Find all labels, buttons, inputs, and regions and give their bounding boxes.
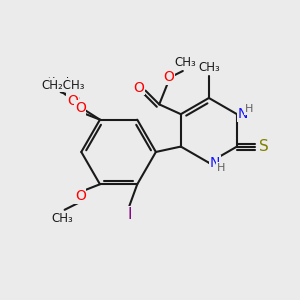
Text: O: O xyxy=(164,70,175,84)
Text: O: O xyxy=(67,94,78,108)
Text: I: I xyxy=(127,207,132,222)
Text: N: N xyxy=(238,107,248,121)
Text: O: O xyxy=(75,101,86,115)
Text: H: H xyxy=(217,163,225,173)
Text: CH₃: CH₃ xyxy=(198,61,220,74)
Text: N: N xyxy=(210,156,220,170)
Text: CH₃: CH₃ xyxy=(174,56,196,69)
Text: O: O xyxy=(75,189,86,203)
Text: S: S xyxy=(259,139,268,154)
Text: O: O xyxy=(133,81,144,95)
Text: CH₃: CH₃ xyxy=(52,212,74,225)
Text: H: H xyxy=(244,104,253,114)
Text: ethyl: ethyl xyxy=(42,77,70,87)
Text: CH₂CH₃: CH₂CH₃ xyxy=(41,79,84,92)
